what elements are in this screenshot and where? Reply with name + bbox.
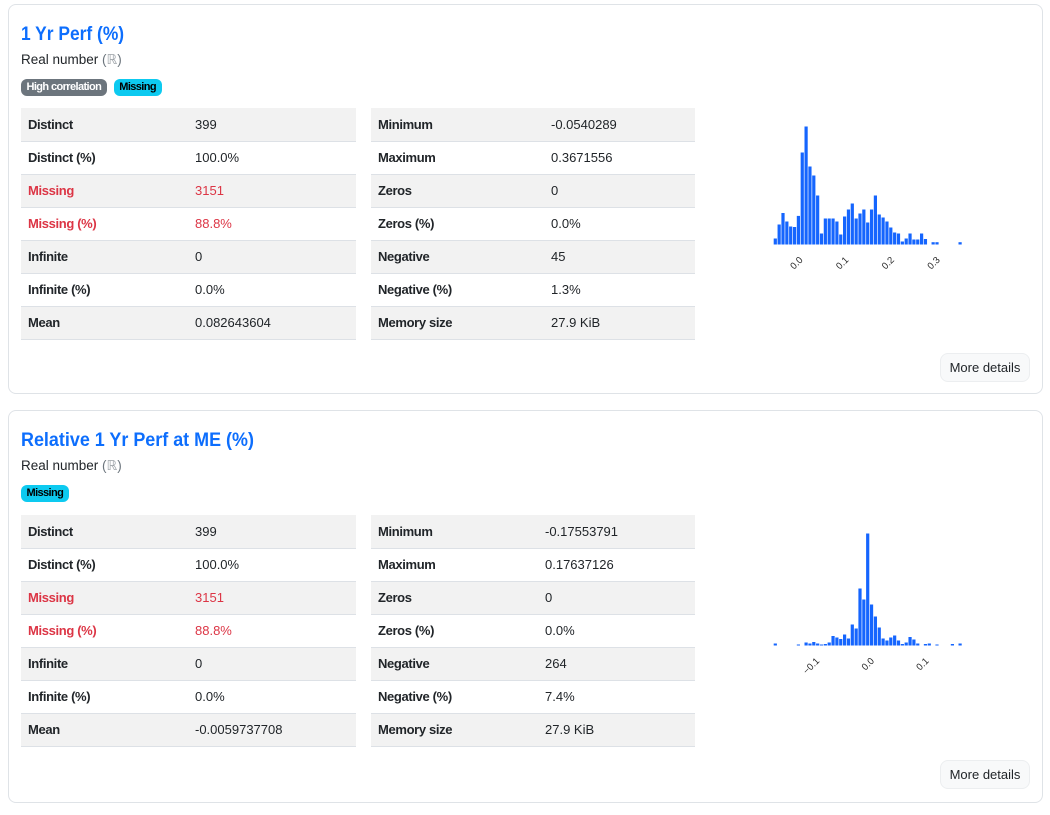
svg-text:0.1: 0.1 — [834, 255, 851, 272]
svg-text:−0.1: −0.1 — [801, 655, 822, 676]
svg-text:0.0: 0.0 — [788, 255, 805, 272]
svg-text:0.0: 0.0 — [860, 655, 877, 672]
svg-text:0.3: 0.3 — [925, 255, 942, 272]
svg-text:0.2: 0.2 — [880, 255, 897, 272]
svg-text:0.1: 0.1 — [914, 655, 931, 672]
